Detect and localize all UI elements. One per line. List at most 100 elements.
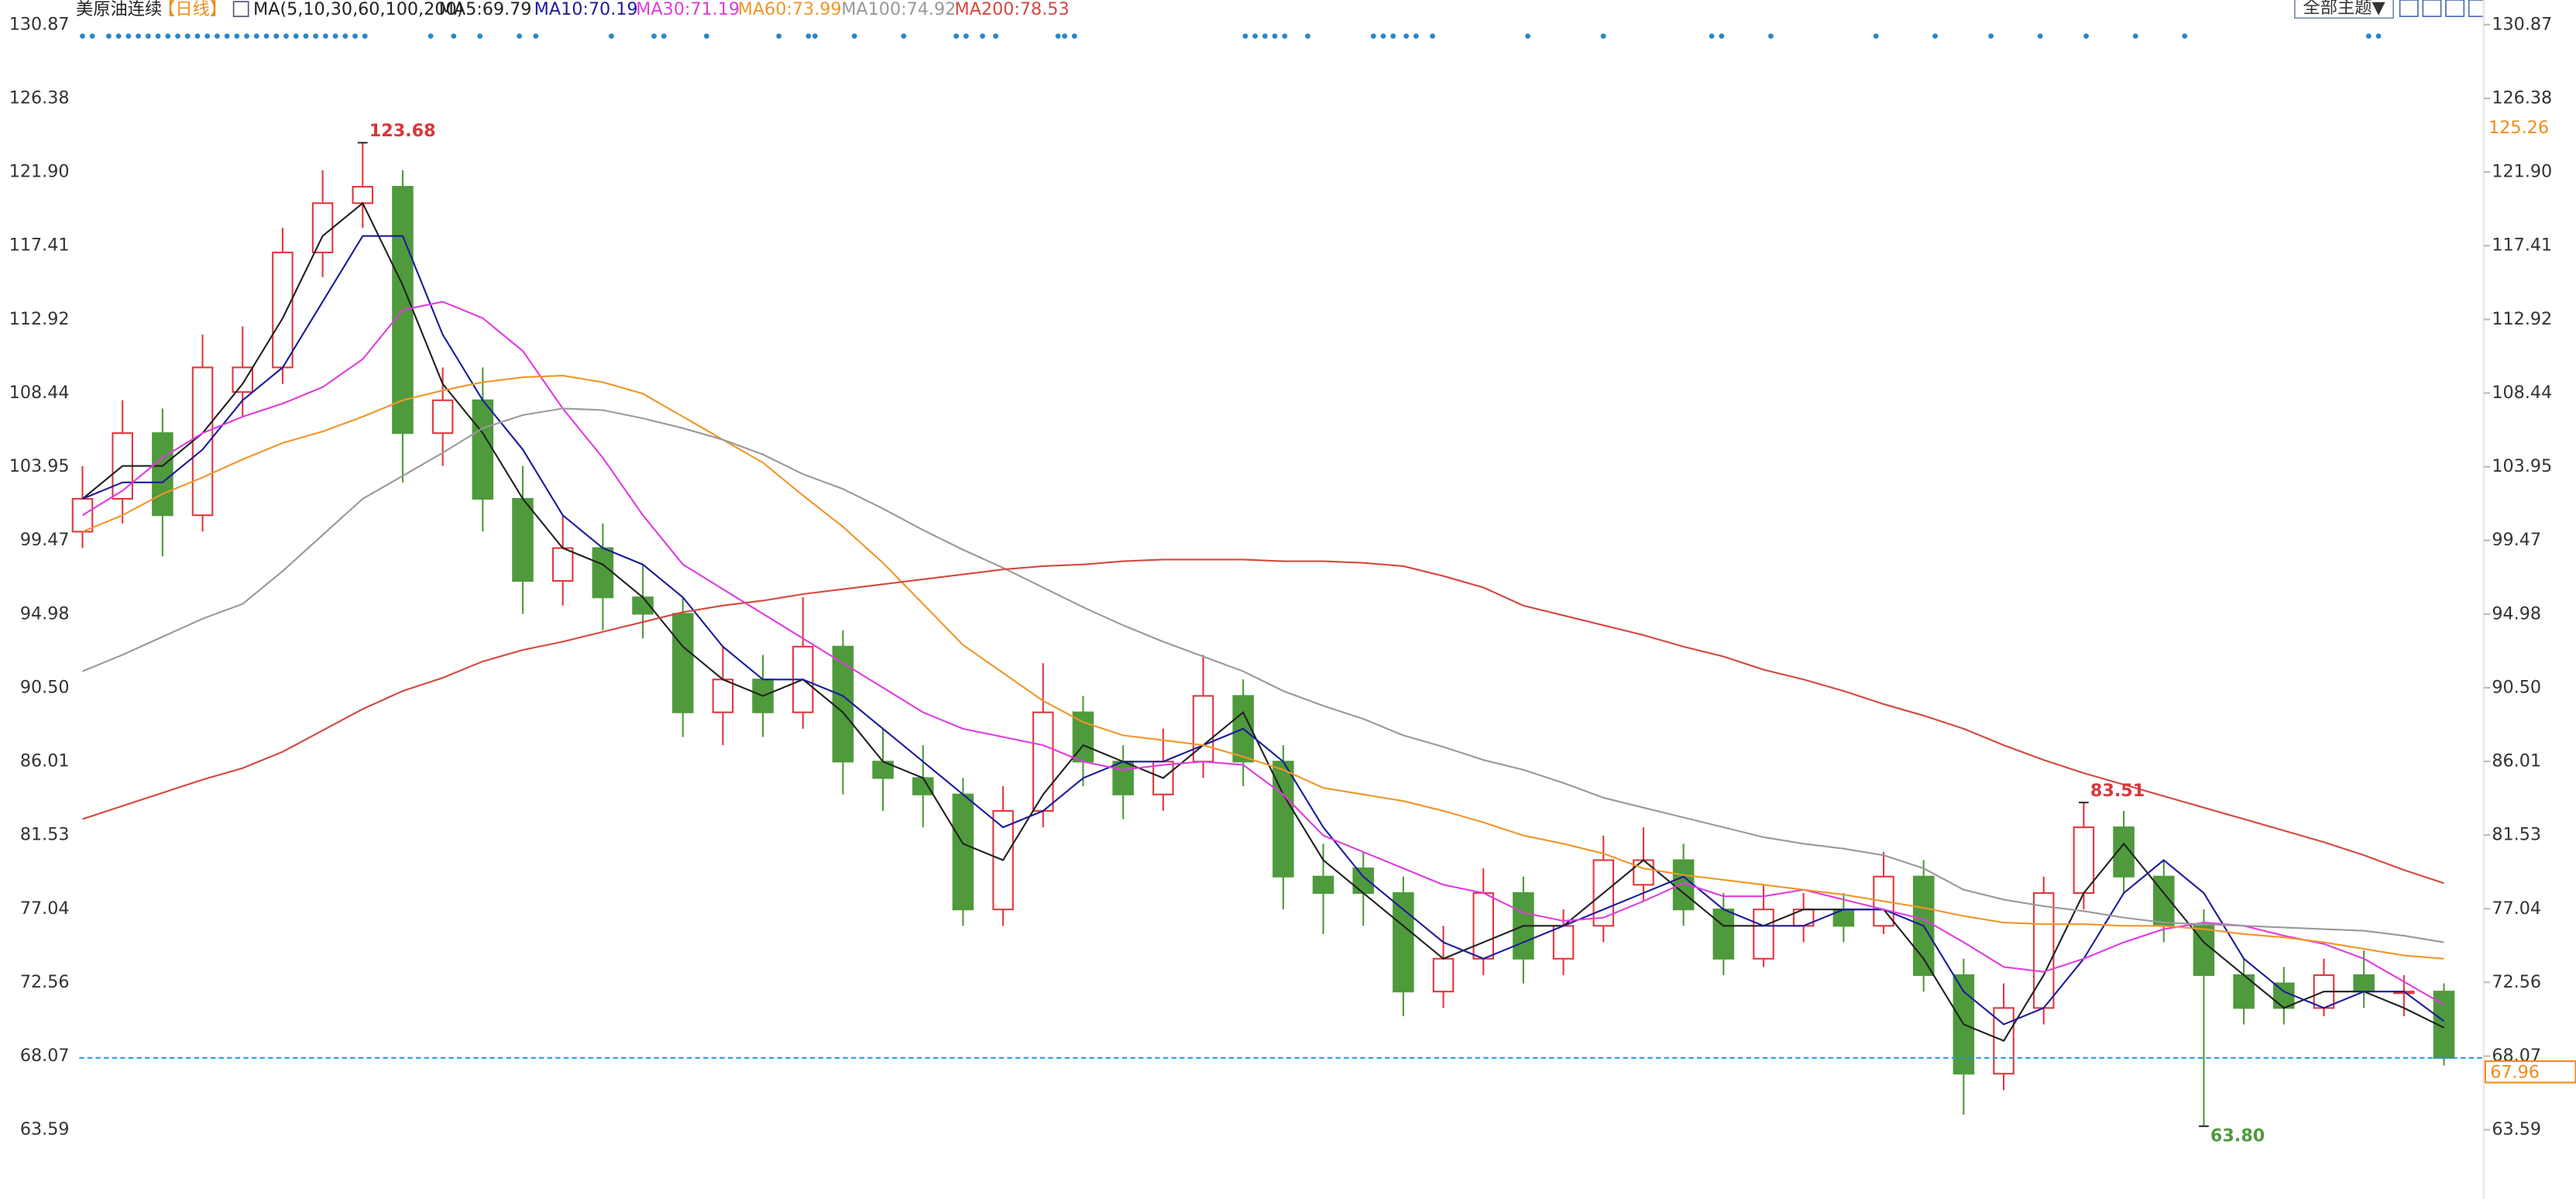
event-dot[interactable]: [1272, 33, 1278, 40]
event-dot[interactable]: [136, 33, 142, 40]
event-dot[interactable]: [980, 33, 985, 40]
event-dot[interactable]: [1430, 33, 1436, 40]
annotation-label: 63.80: [2210, 1125, 2265, 1146]
legend-entry: MA60:73.99: [738, 0, 842, 19]
event-dot[interactable]: [2365, 33, 2372, 40]
event-dot[interactable]: [993, 33, 998, 40]
event-dot[interactable]: [215, 33, 220, 40]
y-tick-label: 94.98: [20, 603, 70, 624]
event-dot[interactable]: [1252, 33, 1258, 40]
event-dot[interactable]: [517, 33, 522, 40]
event-dot[interactable]: [1768, 33, 1774, 40]
event-dot[interactable]: [303, 33, 309, 40]
event-dot[interactable]: [175, 33, 180, 40]
event-dot[interactable]: [352, 33, 358, 40]
event-dot[interactable]: [1390, 33, 1396, 40]
theme-button-label[interactable]: 全部主题▼: [2303, 0, 2385, 18]
event-dot[interactable]: [2182, 33, 2188, 40]
event-dot[interactable]: [1262, 33, 1268, 40]
event-dot[interactable]: [533, 33, 539, 40]
ma-params[interactable]: MA(5,10,30,60,100,200): [253, 0, 463, 19]
y-tick-label-right: 130.87: [2492, 14, 2552, 34]
layout-icon[interactable]: [2399, 0, 2419, 18]
event-dot[interactable]: [125, 33, 132, 40]
event-dot[interactable]: [2083, 33, 2089, 40]
event-dot[interactable]: [145, 33, 151, 40]
event-dot[interactable]: [115, 33, 122, 40]
layout-icon[interactable]: [2422, 0, 2442, 18]
event-dot[interactable]: [963, 33, 969, 40]
event-dot[interactable]: [253, 33, 259, 40]
y-tick-label-right: 72.56: [2492, 972, 2541, 992]
event-dot[interactable]: [851, 33, 857, 40]
event-dot[interactable]: [1062, 33, 1067, 40]
toolbar-icons[interactable]: [2399, 0, 2485, 18]
event-dot[interactable]: [1282, 33, 1288, 40]
event-dot[interactable]: [204, 33, 211, 40]
event-dot[interactable]: [1380, 33, 1386, 40]
candle-body: [551, 547, 574, 582]
event-dot[interactable]: [234, 33, 240, 40]
event-dot[interactable]: [651, 33, 657, 40]
event-dot[interactable]: [194, 33, 201, 40]
event-dot[interactable]: [263, 33, 270, 40]
y-tick-label-right: 94.98: [2492, 603, 2541, 624]
event-dot[interactable]: [1932, 33, 1938, 40]
event-dot[interactable]: [165, 33, 171, 40]
indicator-icon[interactable]: [232, 1, 249, 18]
event-dot[interactable]: [224, 33, 230, 40]
candle-body: [1712, 909, 1735, 960]
event-dot[interactable]: [332, 33, 338, 40]
event-dot[interactable]: [428, 33, 434, 40]
event-dot[interactable]: [953, 33, 960, 40]
event-dot[interactable]: [477, 33, 483, 40]
candle-body: [1552, 925, 1575, 960]
event-dot[interactable]: [313, 33, 319, 40]
event-dot[interactable]: [273, 33, 280, 40]
period[interactable]: 【日线】: [158, 0, 227, 19]
event-dot[interactable]: [106, 33, 112, 40]
event-dot[interactable]: [608, 33, 614, 40]
legend-entry: MA30:71.19: [636, 0, 740, 19]
event-dot[interactable]: [1413, 33, 1419, 40]
event-dot[interactable]: [1873, 33, 1879, 40]
event-dot[interactable]: [283, 33, 289, 40]
y-tick-label-right: 90.50: [2492, 677, 2541, 697]
event-dot[interactable]: [1525, 33, 1530, 40]
event-dot[interactable]: [901, 33, 907, 40]
event-dot[interactable]: [362, 33, 368, 40]
event-dot[interactable]: [322, 33, 328, 40]
event-dot[interactable]: [661, 33, 667, 40]
event-dot[interactable]: [184, 33, 191, 40]
event-dot[interactable]: [342, 33, 349, 40]
event-dot[interactable]: [1071, 33, 1077, 40]
theme-button[interactable]: [2294, 0, 2394, 19]
event-dot[interactable]: [1600, 33, 1606, 40]
event-dot[interactable]: [805, 33, 812, 40]
event-dot[interactable]: [776, 33, 782, 40]
event-dot[interactable]: [80, 33, 85, 40]
event-dot[interactable]: [1370, 33, 1376, 40]
layout-icon[interactable]: [2445, 0, 2465, 18]
candle-body: [592, 547, 614, 599]
event-dot[interactable]: [451, 33, 457, 40]
event-dot[interactable]: [293, 33, 299, 40]
legend-entry: MA10:70.19: [534, 0, 638, 19]
candle-body: [1753, 909, 1774, 960]
event-dot[interactable]: [703, 33, 709, 40]
event-dot[interactable]: [244, 33, 249, 40]
event-dot[interactable]: [1242, 33, 1249, 40]
event-dot[interactable]: [89, 33, 95, 40]
event-dot[interactable]: [1305, 33, 1310, 40]
event-dot[interactable]: [2375, 33, 2382, 40]
event-dot[interactable]: [155, 33, 161, 40]
event-dot[interactable]: [1055, 33, 1061, 40]
event-dot[interactable]: [2037, 33, 2043, 40]
candle-body: [1032, 711, 1054, 812]
event-dot[interactable]: [1719, 33, 1725, 40]
event-dot[interactable]: [1709, 33, 1715, 40]
event-dot[interactable]: [1988, 33, 1994, 40]
event-dot[interactable]: [2132, 33, 2138, 40]
event-dot[interactable]: [1403, 33, 1410, 40]
event-dot[interactable]: [812, 33, 818, 40]
